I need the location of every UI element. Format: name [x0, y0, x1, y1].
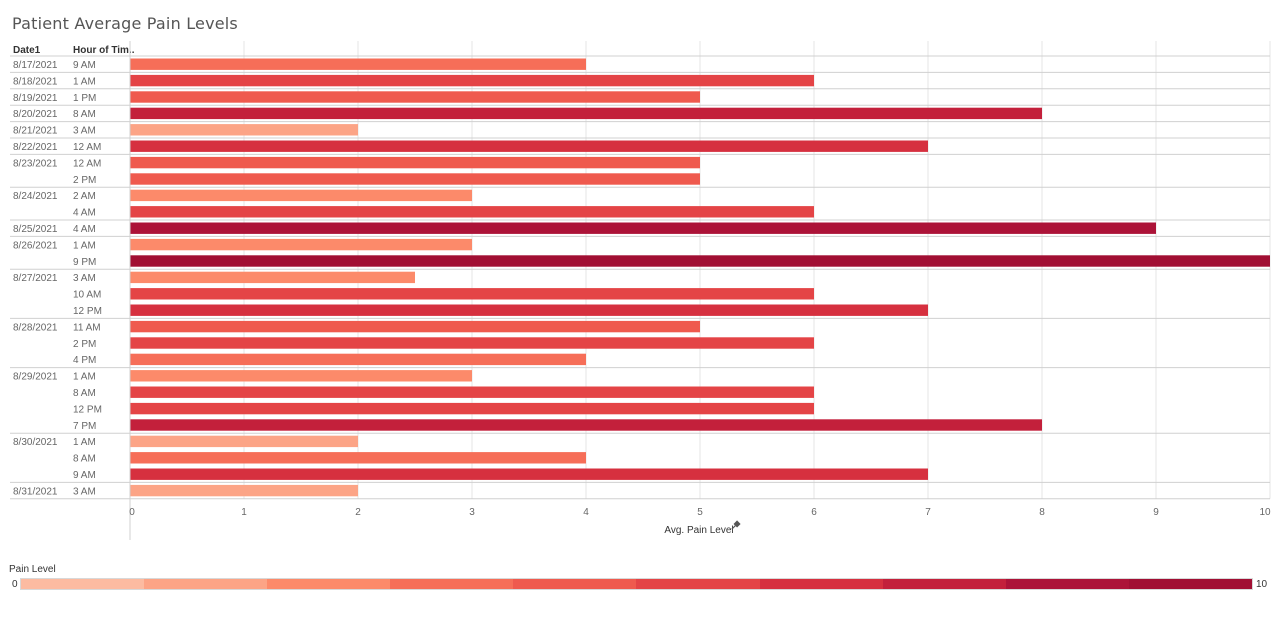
- bar: [130, 452, 586, 464]
- color-legend-bar: [20, 578, 1253, 590]
- bar: [130, 91, 700, 103]
- hour-label: 3 AM: [73, 273, 96, 284]
- date-label: 8/19/2021: [13, 93, 58, 104]
- hour-label: 4 AM: [73, 208, 96, 219]
- hour-label: 12 AM: [73, 142, 101, 153]
- x-tick-label: 4: [583, 507, 589, 518]
- x-tick-label: 0: [129, 507, 135, 518]
- date-label: 8/24/2021: [13, 191, 58, 202]
- bar: [130, 419, 1042, 431]
- x-tick-label: 6: [811, 507, 817, 518]
- date-label: 8/29/2021: [13, 372, 58, 383]
- date-label: 8/21/2021: [13, 126, 58, 137]
- bar: [130, 370, 472, 382]
- bar: [130, 124, 358, 136]
- date-label: 8/17/2021: [13, 60, 58, 71]
- bar: [130, 156, 700, 169]
- hour-label: 1 AM: [73, 372, 96, 383]
- date-label: 8/27/2021: [13, 273, 58, 284]
- bar: [130, 255, 1270, 267]
- legend-max-label: 10: [1256, 579, 1268, 590]
- bar: [130, 402, 814, 415]
- bar: [130, 337, 814, 349]
- bar: [130, 173, 700, 185]
- hour-label: 4 AM: [73, 224, 96, 235]
- legend-color-step: [390, 579, 514, 589]
- bar: [130, 107, 1042, 120]
- date-label: 8/31/2021: [13, 486, 58, 497]
- bar: [130, 140, 928, 152]
- bar: [130, 304, 928, 316]
- date-label: 8/25/2021: [13, 224, 58, 235]
- hour-label: 1 PM: [73, 93, 96, 104]
- date-label: 8/23/2021: [13, 158, 58, 169]
- date-label: 8/26/2021: [13, 240, 58, 251]
- bar: [130, 435, 358, 448]
- bar: [130, 468, 928, 480]
- date-label: 8/20/2021: [13, 109, 58, 120]
- bar: [130, 320, 700, 333]
- date-label: 8/28/2021: [13, 322, 58, 333]
- hour-label: 8 AM: [73, 109, 96, 120]
- legend-min-label: 0: [12, 579, 18, 590]
- x-tick-label: 7: [925, 507, 931, 518]
- x-tick-label: 9: [1153, 507, 1159, 518]
- hour-label: 12 AM: [73, 158, 101, 169]
- bar: [130, 484, 358, 497]
- legend-color-step: [1128, 579, 1252, 589]
- bar: [130, 271, 415, 284]
- x-tick-label: 5: [697, 507, 703, 518]
- hour-label: 4 PM: [73, 355, 96, 366]
- chart-title: Patient Average Pain Levels: [12, 14, 238, 33]
- hour-label: 10 AM: [73, 290, 101, 301]
- legend-color-step: [759, 579, 883, 589]
- hour-column-header: Hour of Tim..: [73, 45, 135, 56]
- legend-color-step: [882, 579, 1006, 589]
- bar: [130, 386, 814, 398]
- x-tick-label: 10: [1259, 507, 1271, 518]
- legend-color-step: [636, 579, 760, 589]
- x-axis-label: Avg. Pain Level: [664, 525, 733, 536]
- hour-label: 1 AM: [73, 240, 96, 251]
- hour-label: 9 PM: [73, 257, 96, 268]
- bar: [130, 288, 814, 300]
- date-label: 8/30/2021: [13, 437, 58, 448]
- bar: [130, 74, 814, 87]
- legend-color-step: [1005, 579, 1129, 589]
- hour-label: 2 AM: [73, 191, 96, 202]
- hour-label: 3 AM: [73, 126, 96, 137]
- date-label: 8/22/2021: [13, 142, 58, 153]
- hour-label: 8 AM: [73, 454, 96, 465]
- bar: [130, 206, 814, 218]
- legend-color-step: [21, 579, 145, 589]
- x-tick-label: 1: [241, 507, 247, 518]
- x-tick-label: 3: [469, 507, 475, 518]
- x-tick-label: 2: [355, 507, 361, 518]
- bar: [130, 238, 472, 251]
- bar: [130, 189, 472, 202]
- hour-label: 9 AM: [73, 60, 96, 71]
- legend-title: Pain Level: [9, 564, 56, 575]
- legend-color-step: [513, 579, 637, 589]
- hour-label: 12 PM: [73, 306, 102, 317]
- legend-color-step: [267, 579, 391, 589]
- hour-label: 9 AM: [73, 470, 96, 481]
- hour-label: 2 PM: [73, 339, 96, 350]
- bar: [130, 353, 586, 366]
- x-tick-label: 8: [1039, 507, 1045, 518]
- hour-label: 2 PM: [73, 175, 96, 186]
- hour-label: 1 AM: [73, 437, 96, 448]
- date-column-header: Date1: [13, 45, 41, 56]
- bar-chart: Date1 Hour of Tim.. 8/17/2021 9 AM 8/18/2021…: [10, 41, 1271, 540]
- hour-label: 8 AM: [73, 388, 96, 399]
- hour-label: 11 AM: [73, 322, 101, 333]
- hour-label: 3 AM: [73, 486, 96, 497]
- hour-label: 7 PM: [73, 421, 96, 432]
- bar: [130, 58, 586, 70]
- date-label: 8/18/2021: [13, 76, 58, 87]
- hour-label: 1 AM: [73, 76, 96, 87]
- bar: [130, 222, 1156, 234]
- legend-color-step: [144, 579, 268, 589]
- hour-label: 12 PM: [73, 404, 102, 415]
